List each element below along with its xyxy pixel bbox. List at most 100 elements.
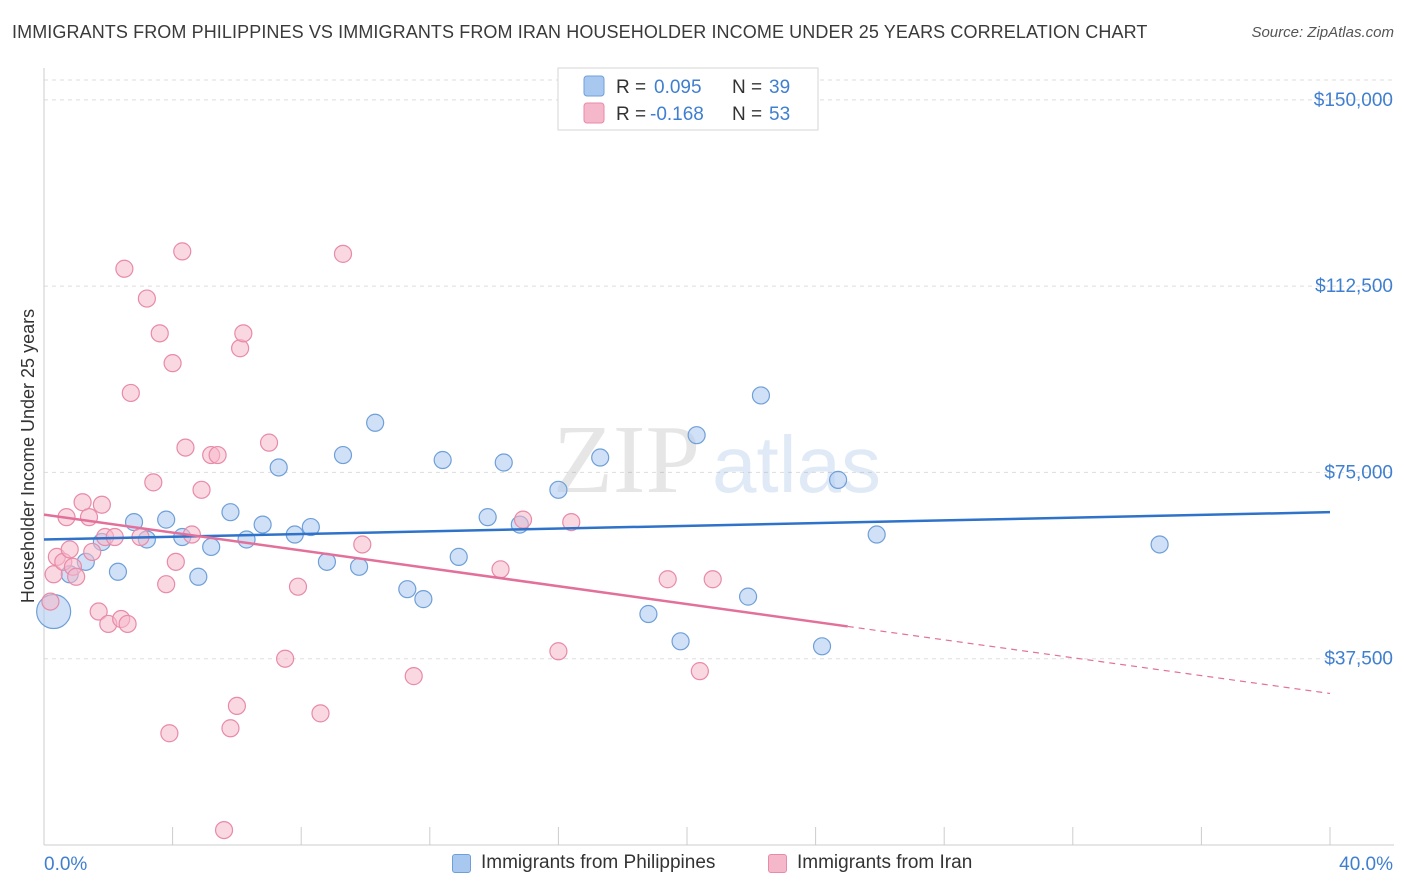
watermark: ZIP atlas [553, 406, 881, 514]
philippines-point-12 [237, 530, 256, 549]
x-tick-label-0: 0.0% [44, 854, 87, 875]
legend-label-iran: Immigrants from Iran [797, 852, 973, 873]
iran-point-10 [83, 542, 102, 562]
philippines-point-23 [433, 450, 452, 470]
philippines-point-21 [398, 580, 417, 599]
stats-legend-swatch-iran [583, 102, 605, 124]
tick-labels: $37,500 $75,000 $112,500 $150,000 0.0% 40.0% [44, 90, 1393, 875]
philippines-point-7 [157, 510, 176, 529]
philippines-point-26 [494, 453, 513, 472]
iran-point-35 [221, 719, 240, 738]
iran-point-40 [276, 649, 295, 668]
philippines-point-19 [349, 557, 369, 576]
iran-point-27 [166, 552, 185, 571]
stats-r-label-philippines: R = [616, 77, 646, 98]
legend-label-philippines: Immigrants from Philippines [481, 852, 716, 873]
iran-point-0 [41, 592, 60, 611]
iran-point-17 [115, 259, 134, 278]
iran-point-25 [160, 724, 179, 743]
source-credit: Source: ZipAtlas.com [1251, 24, 1394, 41]
legend-swatch-iran [768, 853, 787, 873]
axes [43, 68, 1394, 846]
iran-point-52 [703, 570, 722, 589]
philippines-point-28 [549, 480, 568, 499]
iran-point-48 [549, 642, 568, 661]
trend-lines [43, 510, 1331, 695]
iran-point-46 [491, 560, 510, 579]
iran-point-50 [658, 570, 677, 589]
legend-item-philippines[interactable]: Immigrants from Philippines [452, 852, 715, 874]
philippines-point-25 [478, 508, 497, 527]
iran-point-41 [288, 577, 308, 596]
iran-point-22 [144, 473, 163, 492]
philippines-point-34 [751, 386, 771, 405]
iran-point-31 [192, 480, 211, 499]
philippines-point-11 [221, 503, 240, 522]
iran-point-49 [562, 513, 581, 532]
y-tick-label-0: $37,500 [1324, 649, 1393, 670]
philippines-point-35 [812, 637, 832, 656]
philippines-point-18 [333, 445, 353, 465]
iran-point-36 [227, 696, 246, 716]
iran-point-47 [513, 510, 533, 529]
iran-point-51 [690, 662, 709, 681]
iran-point-44 [353, 535, 372, 554]
stats-r-label-iran: R = [616, 104, 646, 125]
series-legend: Immigrants from Philippines Immigrants f… [0, 852, 1406, 878]
stats-legend-swatch-philippines [583, 75, 605, 97]
philippines-point-30 [639, 604, 658, 624]
iran-point-39 [259, 433, 279, 452]
legend-item-iran[interactable]: Immigrants from Iran [768, 852, 972, 874]
iran-point-29 [176, 438, 195, 457]
y-tick-label-3: $150,000 [1314, 90, 1393, 111]
watermark-zip: ZIP [553, 406, 700, 514]
philippines-point-20 [366, 413, 385, 432]
iran-trend-extension [847, 625, 1331, 695]
legend-swatch-philippines [452, 853, 471, 873]
iran-point-42 [311, 704, 330, 723]
philippines-point-33 [738, 587, 758, 606]
iran-point-34 [214, 820, 234, 840]
philippines-point-36 [829, 470, 848, 489]
chart-title: IMMIGRANTS FROM PHILIPPINES VS IMMIGRANT… [12, 22, 1148, 42]
philippines-point-24 [449, 547, 468, 566]
y-tick-label-2: $112,500 [1315, 276, 1393, 297]
stats-n-value-philippines: 39 [769, 77, 790, 98]
stats-r-value-iran: -0.168 [650, 104, 704, 125]
philippines-point-38 [1150, 535, 1169, 554]
philippines-point-29 [591, 448, 610, 467]
iran-point-23 [150, 324, 169, 343]
iran-point-19 [121, 383, 140, 403]
iran-point-28 [173, 242, 192, 261]
iran-point-7 [67, 567, 86, 586]
stats-n-label-philippines: N = [732, 77, 762, 98]
iran-point-12 [92, 495, 111, 514]
iran-point-18 [118, 614, 137, 634]
y-axis-label: Householder Income Under 25 years [18, 309, 38, 603]
iran-point-5 [60, 540, 79, 559]
iran-point-38 [234, 324, 253, 343]
iran-point-43 [333, 244, 353, 263]
iran-point-45 [404, 667, 423, 686]
philippines-point-13 [253, 515, 272, 534]
iran-point-37 [231, 339, 250, 358]
philippines-point-31 [671, 632, 690, 651]
philippines-point-14 [269, 458, 288, 477]
stats-legend: R = 0.095 N = 39 R = -0.168 N = 53 [557, 67, 819, 131]
x-tick-label-1: 40.0% [1339, 854, 1393, 875]
watermark-atlas: atlas [712, 420, 881, 509]
philippines-point-10 [202, 537, 221, 557]
stats-r-value-philippines: 0.095 [654, 77, 702, 98]
philippines-point-37 [867, 525, 886, 544]
philippines-point-22 [414, 590, 433, 609]
iran-point-1 [44, 565, 63, 584]
iran-point-11 [89, 602, 108, 621]
iran-trend-line [43, 513, 848, 628]
philippines-point-32 [687, 426, 706, 445]
iran-point-9 [79, 508, 99, 527]
philippines-trend-line [43, 510, 1331, 541]
philippines-point-16 [301, 517, 320, 537]
philippines-point-4 [108, 562, 128, 581]
iran-point-21 [137, 289, 156, 308]
